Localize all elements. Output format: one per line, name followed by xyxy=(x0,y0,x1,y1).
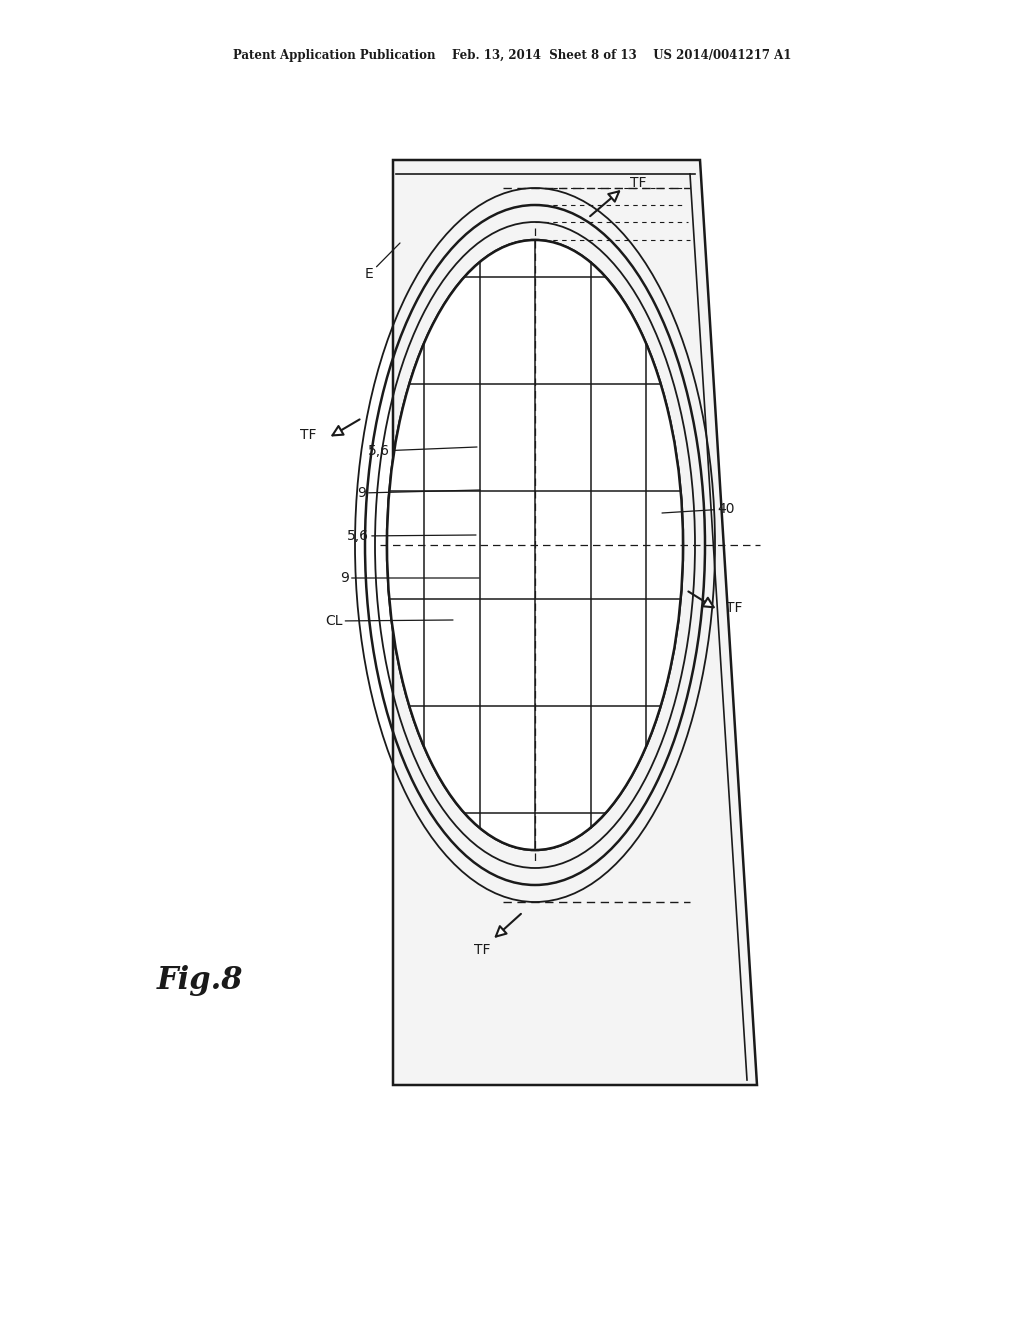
Text: TF: TF xyxy=(726,601,742,615)
Text: TF: TF xyxy=(630,176,646,190)
Text: Fig.8: Fig.8 xyxy=(157,965,244,995)
Text: 9: 9 xyxy=(340,572,479,585)
Text: 40: 40 xyxy=(662,502,734,516)
Polygon shape xyxy=(393,160,757,1085)
Text: TF: TF xyxy=(299,428,316,442)
Text: 5,6: 5,6 xyxy=(368,444,477,458)
Ellipse shape xyxy=(387,240,683,850)
Text: E: E xyxy=(365,243,400,281)
Text: Patent Application Publication    Feb. 13, 2014  Sheet 8 of 13    US 2014/004121: Patent Application Publication Feb. 13, … xyxy=(232,49,792,62)
Ellipse shape xyxy=(387,240,683,850)
Text: TF: TF xyxy=(474,942,490,957)
Text: CL: CL xyxy=(325,614,453,628)
Text: 9: 9 xyxy=(357,486,480,500)
Text: 5,6: 5,6 xyxy=(347,529,476,543)
